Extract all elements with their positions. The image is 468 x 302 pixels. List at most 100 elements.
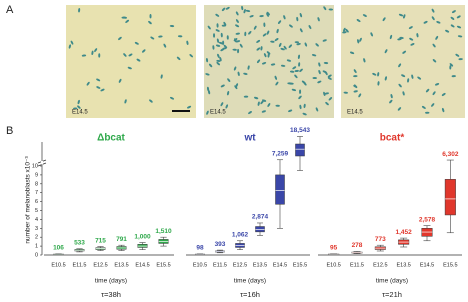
box <box>275 174 285 205</box>
cell <box>456 25 462 29</box>
cell <box>297 54 301 59</box>
y-tick-label: 4 <box>35 217 38 223</box>
cell <box>218 41 224 45</box>
cell <box>431 16 435 21</box>
cell <box>302 112 307 116</box>
cell <box>223 44 228 49</box>
cell <box>222 40 225 46</box>
cell <box>317 17 320 22</box>
cell <box>187 105 192 109</box>
cell <box>226 35 229 40</box>
cell <box>270 40 275 43</box>
cell <box>342 31 347 34</box>
cell <box>416 33 419 38</box>
cell <box>325 101 329 106</box>
cell <box>267 103 271 107</box>
cell <box>436 21 441 24</box>
cell <box>216 23 219 28</box>
cell <box>235 83 239 88</box>
value-label: 278 <box>352 242 363 249</box>
cell <box>260 100 264 105</box>
cell <box>274 75 278 80</box>
break-gap <box>41 161 43 165</box>
cell <box>208 63 213 68</box>
value-label: 18,543 <box>290 127 310 134</box>
cell <box>408 26 413 29</box>
cell <box>244 31 247 37</box>
cell <box>270 63 276 66</box>
value-label: 2,874 <box>252 214 269 221</box>
cell <box>254 96 259 100</box>
y-tick-label: 3 <box>35 226 38 232</box>
cell <box>96 86 101 89</box>
cell <box>432 91 436 96</box>
cell <box>121 16 126 19</box>
cell <box>263 53 267 58</box>
cell <box>136 58 141 62</box>
cell <box>322 39 327 42</box>
cell <box>78 8 81 13</box>
cell <box>219 57 222 62</box>
cell <box>186 40 189 45</box>
y-tick-label: 2 <box>35 235 38 241</box>
cell <box>276 28 279 34</box>
cell <box>261 110 266 113</box>
cell <box>425 111 430 114</box>
cell <box>205 73 210 76</box>
cell <box>327 74 332 78</box>
cell <box>176 56 181 61</box>
cell <box>318 70 321 75</box>
cell <box>263 22 266 27</box>
cell <box>372 72 377 76</box>
cell <box>432 59 437 63</box>
cell <box>235 32 240 35</box>
cell <box>358 93 362 98</box>
cell <box>100 88 105 92</box>
cell <box>216 59 221 62</box>
y-tick-label: 5 <box>35 208 38 214</box>
panel-label: B <box>6 125 13 137</box>
x-tick-label: E12.5 <box>93 262 107 268</box>
cell <box>233 66 237 71</box>
cell <box>77 99 80 105</box>
cell <box>445 29 450 33</box>
x-tick-label: E10.5 <box>193 262 207 268</box>
value-label: 106 <box>53 244 64 251</box>
cell <box>234 38 237 43</box>
cell <box>398 63 402 68</box>
cell <box>289 70 295 73</box>
cell <box>256 47 261 51</box>
cell <box>410 43 415 46</box>
cell <box>243 9 246 14</box>
cell <box>232 48 237 51</box>
x-axis-label: time (days) <box>234 278 266 285</box>
y-axis-label: number of melanoblasts x10⁻³ <box>25 156 32 244</box>
cell <box>259 15 264 18</box>
cell <box>227 78 231 82</box>
cell <box>98 53 101 58</box>
value-label: 98 <box>196 244 204 251</box>
cell <box>212 45 215 50</box>
cell <box>266 11 270 16</box>
cell <box>160 74 163 79</box>
cell <box>177 35 183 38</box>
x-tick-label: E13.5 <box>114 262 128 268</box>
cell <box>207 25 211 30</box>
cell <box>359 37 362 42</box>
cell <box>356 19 361 23</box>
cell <box>431 8 435 13</box>
cell <box>127 66 132 70</box>
cell <box>248 31 252 35</box>
cell <box>220 32 223 38</box>
value-label: 773 <box>375 236 386 243</box>
cell <box>402 91 405 96</box>
cell <box>384 76 387 81</box>
cell <box>353 90 358 93</box>
x-tick-label: E12.5 <box>373 262 387 268</box>
cell <box>450 24 455 28</box>
value-label: 7,259 <box>272 150 289 157</box>
cell <box>243 72 248 75</box>
cell <box>451 10 456 14</box>
cell <box>431 103 435 107</box>
